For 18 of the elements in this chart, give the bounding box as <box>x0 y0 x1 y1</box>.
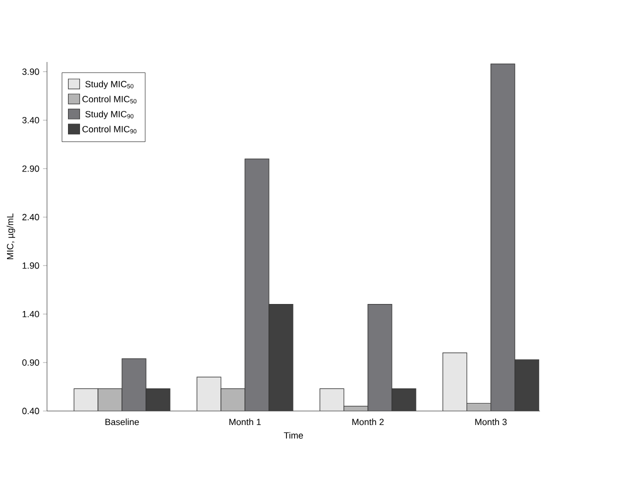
legend-label: Study MIC$_{90}$ <box>85 110 134 120</box>
x-axis-title: Time <box>284 432 303 439</box>
legend-label: Study MIC$_{50}$ <box>85 80 134 90</box>
legend-label: Control MIC$_{50}$ <box>82 96 136 104</box>
x-tick-label: Baseline <box>105 418 139 426</box>
y-tick-label: 0.90 <box>22 359 40 366</box>
legend-label: Control MIC$_{90}$ <box>82 126 136 134</box>
y-tick-label: 2.90 <box>22 165 40 172</box>
y-tick-label: 1.90 <box>22 262 40 269</box>
x-tick-label: Month 3 <box>475 418 507 426</box>
y-tick-label: 2.40 <box>22 214 40 220</box>
y-tick-label: 0.40 <box>22 408 40 414</box>
y-tick-label: 1.40 <box>22 310 40 318</box>
y-tick-label: 3.40 <box>22 116 40 124</box>
x-tick-label: Month 2 <box>352 418 384 426</box>
y-tick-label: 3.90 <box>22 68 40 75</box>
y-axis-title: MIC, µg/mL <box>6 213 16 260</box>
x-tick-label: Month 1 <box>229 418 261 426</box>
